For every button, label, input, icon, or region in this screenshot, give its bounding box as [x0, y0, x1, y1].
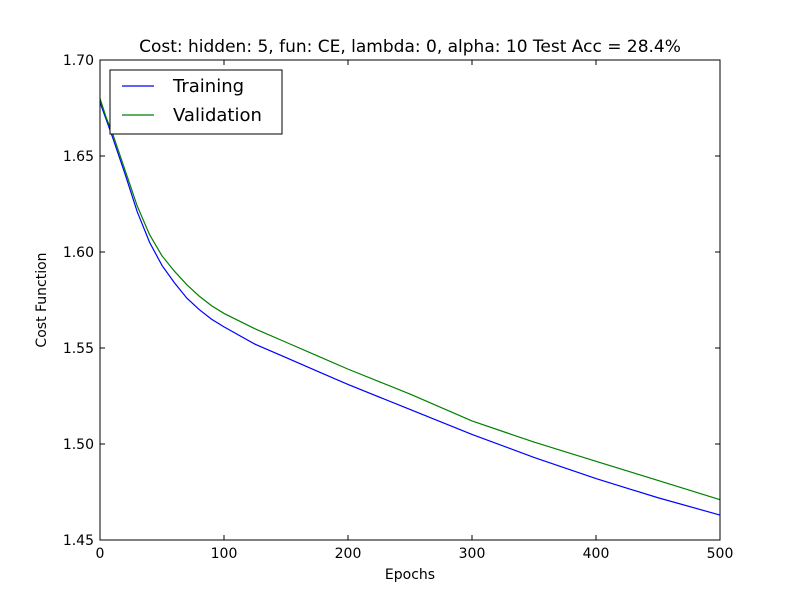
chart-title: Cost: hidden: 5, fun: CE, lambda: 0, alp…: [139, 37, 681, 57]
y-axis-label: Cost Function: [34, 252, 50, 347]
x-tick-label: 400: [583, 546, 610, 562]
legend-label-training: Training: [172, 76, 244, 97]
y-tick-label: 1.50: [63, 437, 94, 453]
x-tick-label: 200: [335, 546, 362, 562]
legend-box: [109, 69, 283, 135]
y-tick-label: 1.45: [63, 533, 94, 549]
plot-frame: [99, 59, 721, 541]
plot-area: 0 100 200 300 400 500 1.45 1.50 1.55 1.60 1.65 1.70…: [63, 53, 734, 562]
x-tick-label: 500: [707, 546, 734, 562]
y-tick-label: 1.55: [63, 341, 94, 357]
x-axis-label: Epochs: [385, 567, 435, 583]
series-line-validation: [99, 98, 721, 501]
x-tick-label: 0: [96, 546, 105, 562]
y-tick-label: 1.65: [63, 149, 94, 165]
x-tick-label: 300: [459, 546, 486, 562]
x-tick-label: 100: [211, 546, 238, 562]
legend-label-validation: Validation: [173, 105, 262, 126]
series-line-training: [99, 102, 721, 516]
y-tick-label: 1.60: [63, 245, 94, 261]
y-tick-label: 1.70: [63, 53, 94, 69]
